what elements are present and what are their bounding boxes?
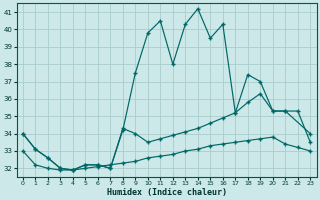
- X-axis label: Humidex (Indice chaleur): Humidex (Indice chaleur): [107, 188, 227, 197]
